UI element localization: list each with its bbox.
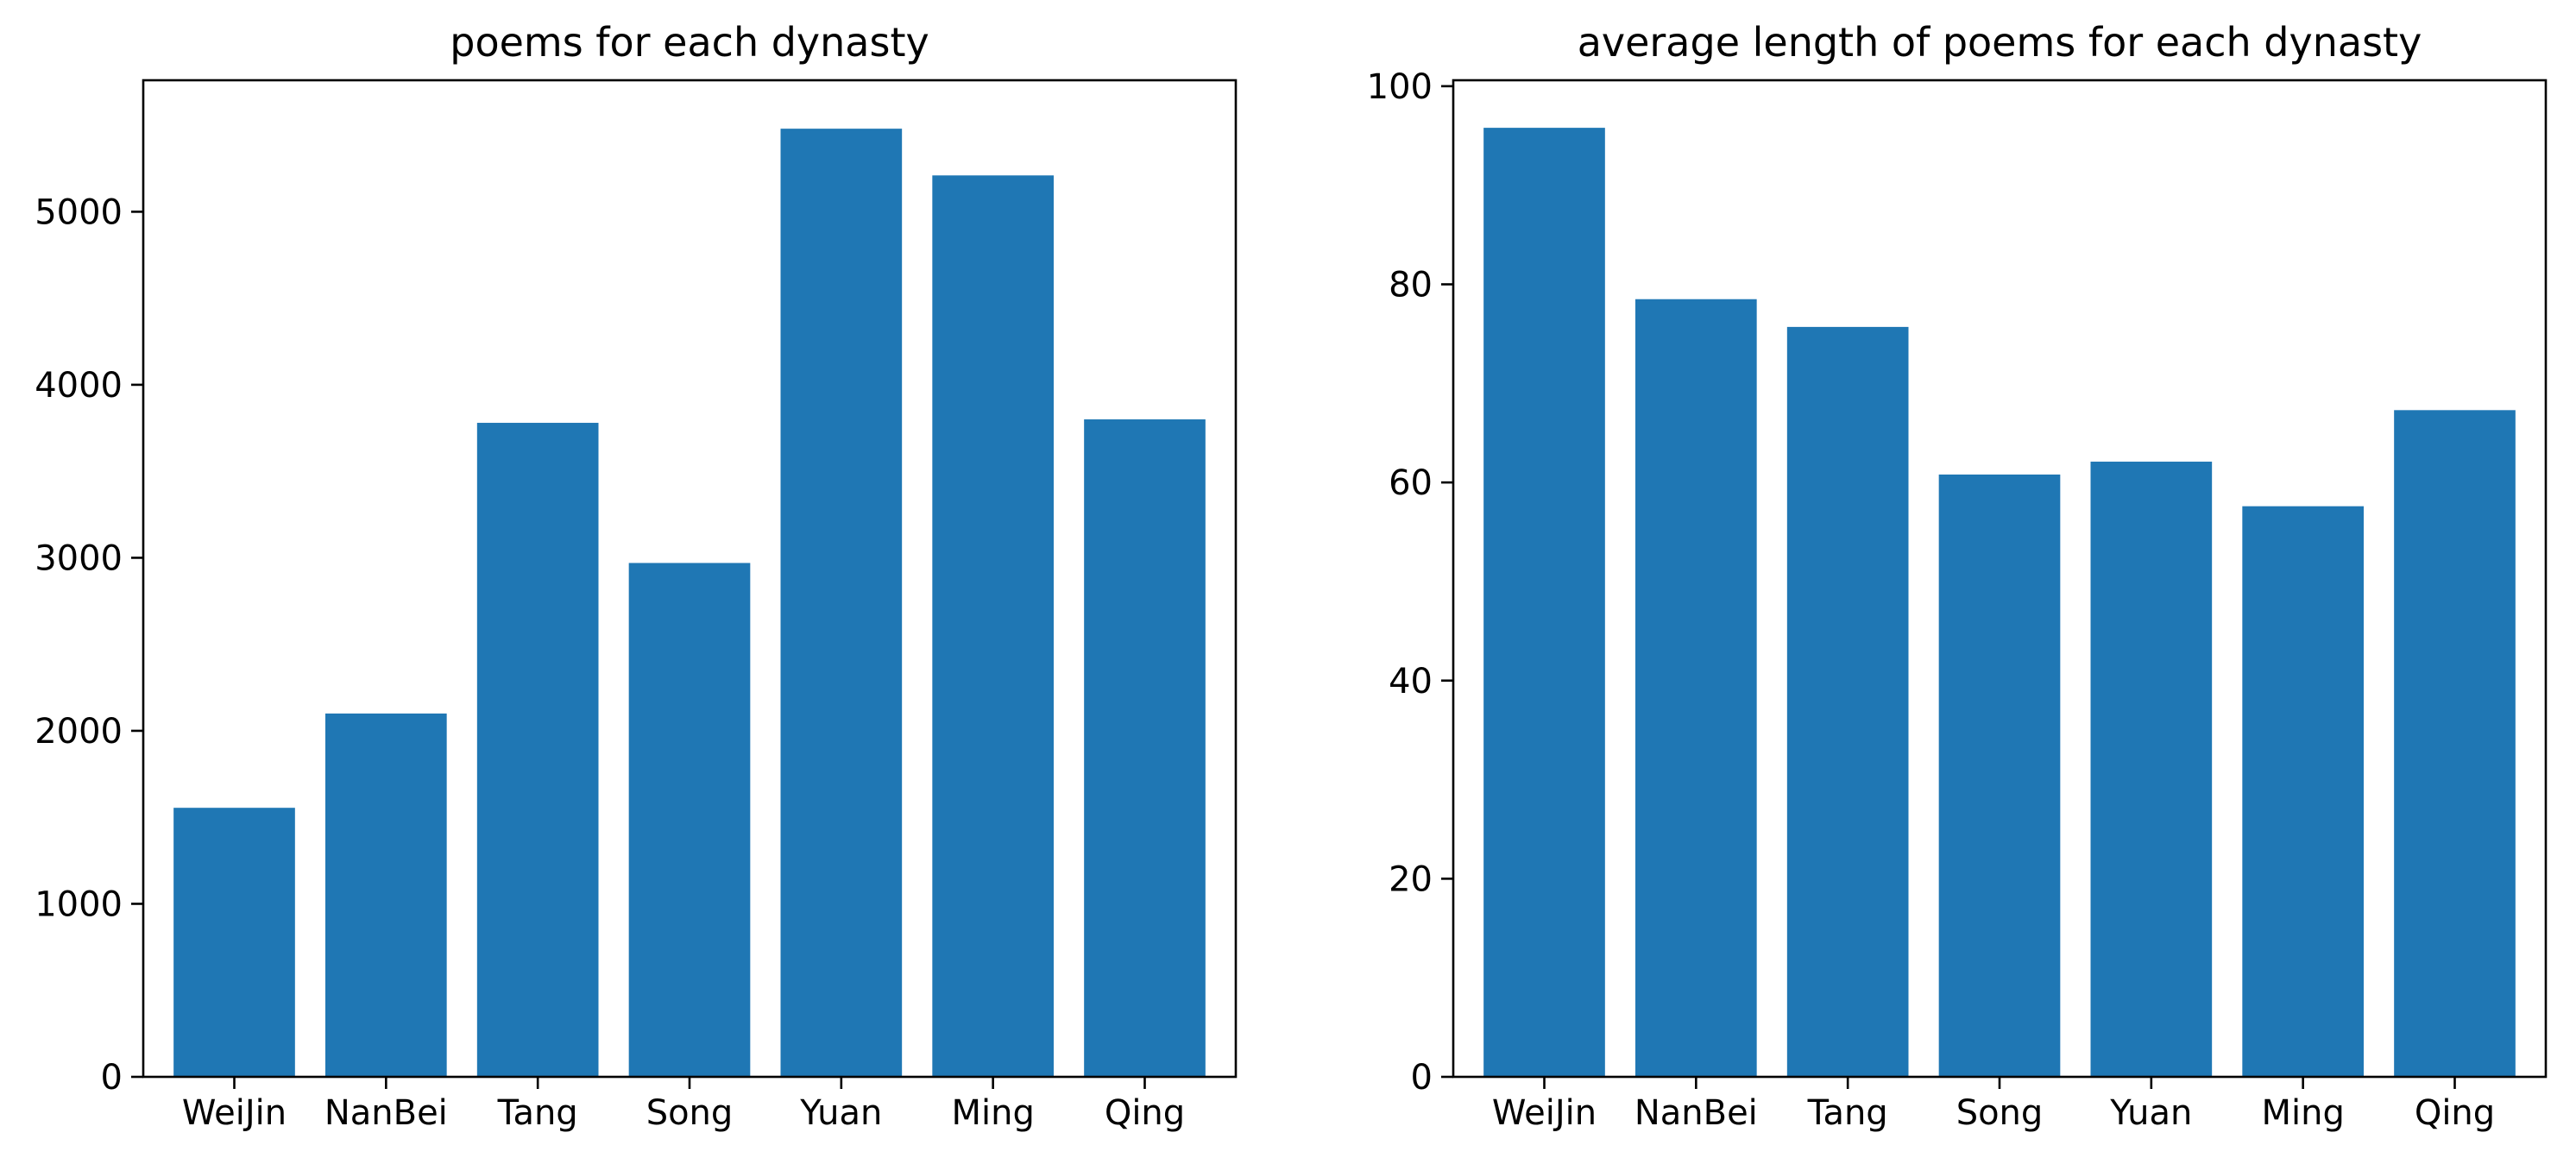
- bar-ming: [932, 175, 1054, 1077]
- bar-yuan: [2090, 462, 2213, 1077]
- bar-song: [1938, 474, 2061, 1077]
- bar-ming: [2242, 506, 2364, 1077]
- x-tick-label: NanBei: [1634, 1093, 1758, 1133]
- x-tick-label: Song: [1956, 1093, 2044, 1133]
- y-tick-label: 20: [1389, 859, 1433, 899]
- chart-title: average length of poems for each dynasty: [1578, 19, 2422, 66]
- x-tick-label: Yuan: [2109, 1093, 2192, 1133]
- x-tick-label: NanBei: [324, 1093, 448, 1133]
- chart-title: poems for each dynasty: [450, 19, 929, 66]
- y-tick-label: 5000: [35, 192, 123, 232]
- x-tick-label: Ming: [951, 1093, 1034, 1133]
- y-tick-label: 60: [1389, 463, 1433, 503]
- bar-nanbei: [1635, 299, 1757, 1077]
- bar-weijin: [173, 808, 295, 1077]
- chart-2: WeiJin NanBei Tang Song Yuan Ming Qing 0 20 40 60 8…: [1367, 19, 2548, 1133]
- bar-qing: [2394, 410, 2516, 1078]
- y-tick-label: 4000: [35, 366, 123, 406]
- y-tick-label: 0: [1411, 1058, 1433, 1098]
- x-tick-label: Qing: [1105, 1093, 1185, 1133]
- bar-nanbei: [325, 713, 447, 1077]
- bar-song: [628, 563, 751, 1077]
- y-tick-label: 80: [1389, 266, 1433, 305]
- y-tick-label: 2000: [35, 712, 123, 752]
- x-tick-label: Ming: [2261, 1093, 2344, 1133]
- x-tick-label: WeiJin: [1492, 1093, 1597, 1133]
- bar-yuan: [780, 129, 903, 1077]
- bar-tang: [476, 423, 599, 1077]
- bar-qing: [1084, 419, 1206, 1077]
- bar-weijin: [1483, 128, 1605, 1077]
- x-tick-label: Tang: [1807, 1093, 1888, 1133]
- y-tick-label: 40: [1389, 662, 1433, 702]
- y-tick-label: 0: [101, 1058, 123, 1098]
- x-tick-label: WeiJin: [182, 1093, 287, 1133]
- x-tick-label: Tang: [497, 1093, 578, 1133]
- bar-tang: [1786, 326, 1909, 1077]
- x-tick-label: Yuan: [799, 1093, 882, 1133]
- x-tick-label: Qing: [2415, 1093, 2495, 1133]
- chart-1: WeiJin NanBei Tang Song Yuan Ming Qing 0 1000 200…: [35, 19, 1238, 1133]
- y-tick-label: 3000: [35, 538, 123, 578]
- y-tick-label: 100: [1367, 67, 1433, 107]
- x-tick-label: Song: [646, 1093, 734, 1133]
- y-tick-label: 1000: [35, 884, 123, 924]
